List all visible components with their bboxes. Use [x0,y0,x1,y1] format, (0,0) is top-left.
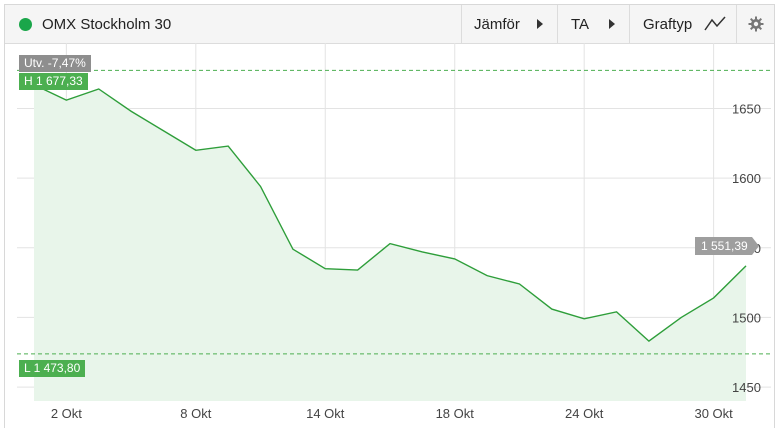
settings-button[interactable] [736,5,774,43]
x-tick-label: 14 Okt [306,406,345,421]
x-tick-label: 24 Okt [565,406,604,421]
chart-widget: OMX Stockholm 30 Jämför TA Graftyp [4,4,775,428]
y-tick-label: 1500 [732,310,761,325]
line-chart-icon [704,16,726,32]
x-tick-label: 8 Okt [180,406,211,421]
market-status-dot [19,18,32,31]
y-tick-label: 1450 [732,380,761,395]
instrument-title: OMX Stockholm 30 [42,16,171,33]
graph-type-button[interactable]: Graftyp [629,5,736,43]
y-tick-label: 1600 [732,171,761,186]
chart-toolbar: OMX Stockholm 30 Jämför TA Graftyp [5,5,774,44]
ta-label: TA [571,16,589,33]
compare-button[interactable]: Jämför [461,5,557,43]
technical-analysis-button[interactable]: TA [557,5,629,43]
x-tick-label: 30 Okt [694,406,733,421]
compare-label: Jämför [474,16,520,33]
high-badge: H 1 677,33 [19,73,88,90]
instrument-title-area: OMX Stockholm 30 [5,5,461,43]
x-tick-label: 18 Okt [436,406,475,421]
low-badge: L 1 473,80 [19,360,85,377]
caret-right-icon [537,19,543,29]
change-badge: Utv. -7,47% [19,55,91,72]
x-tick-label: 2 Okt [51,406,82,421]
last-price-badge: 1 551,39 [695,237,752,255]
y-tick-label: 1650 [732,101,761,116]
graph-type-label: Graftyp [643,16,692,33]
gear-icon [748,16,764,32]
caret-right-icon [609,19,615,29]
